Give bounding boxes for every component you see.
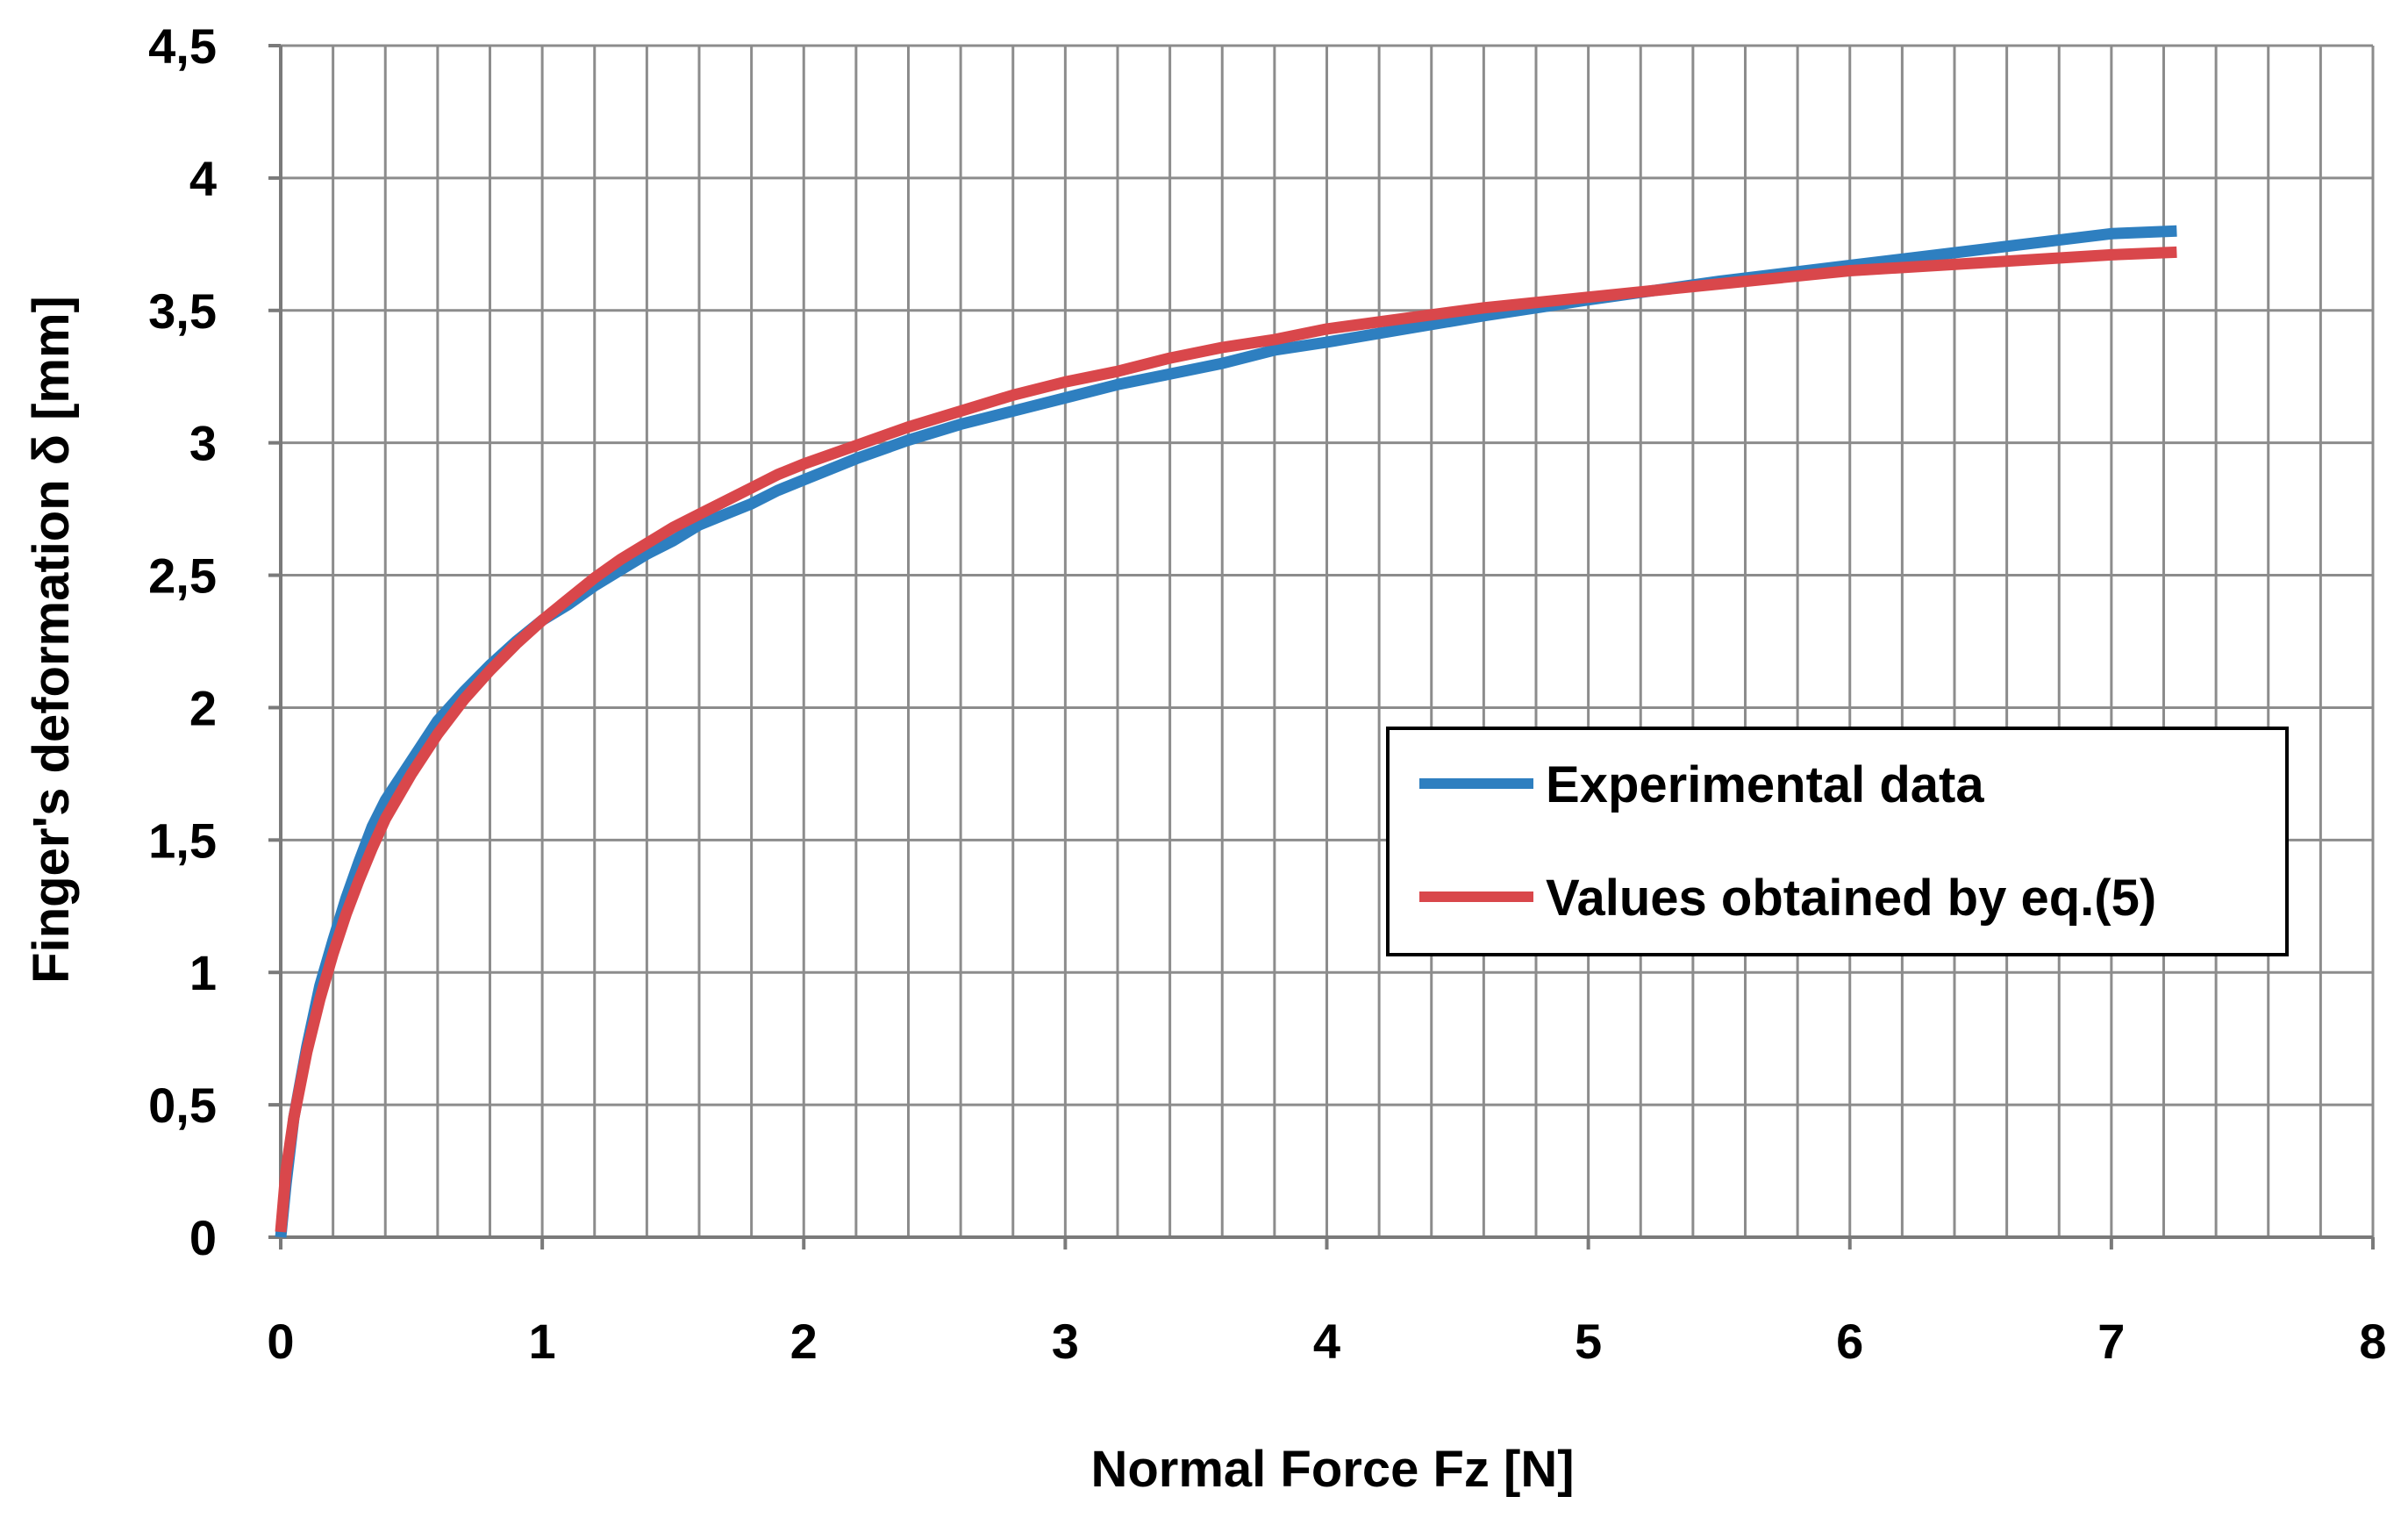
y-axis-title: Finger's deformation δ [mm] bbox=[23, 296, 80, 984]
y-tick-label: 4 bbox=[189, 151, 217, 206]
x-tick-labels: 0 1 2 3 4 5 6 7 8 bbox=[267, 1237, 2387, 1369]
y-tick-label: 1,5 bbox=[148, 813, 217, 868]
x-axis-title: Normal Force Fz [N] bbox=[1090, 1441, 1574, 1498]
x-tick-label: 2 bbox=[790, 1314, 818, 1369]
series-line-model bbox=[275, 246, 2177, 1233]
y-tick-label: 0,5 bbox=[148, 1078, 217, 1133]
y-tick-label: 3,5 bbox=[148, 283, 217, 339]
y-tick-label: 4,5 bbox=[148, 18, 217, 74]
legend-box bbox=[1386, 727, 2289, 956]
x-tick-label: 0 bbox=[267, 1314, 294, 1369]
legend-label-experimental: Experimental data bbox=[1546, 756, 1984, 813]
y-tick-label: 3 bbox=[189, 416, 217, 471]
y-tick-label: 2,5 bbox=[148, 548, 217, 604]
x-tick-label: 6 bbox=[1836, 1314, 1863, 1369]
y-tick-labels: 0 0,5 1 1,5 2 2,5 3 3,5 4 4,5 bbox=[148, 18, 281, 1265]
legend: Experimental data Values obtained by eq.… bbox=[1386, 727, 2289, 956]
y-tick-label: 1 bbox=[189, 945, 217, 1000]
x-tick-label: 1 bbox=[529, 1314, 556, 1369]
series bbox=[275, 225, 2177, 1238]
y-tick-label: 2 bbox=[189, 680, 217, 735]
x-tick-label: 4 bbox=[1313, 1314, 1340, 1369]
x-tick-label: 8 bbox=[2359, 1314, 2386, 1369]
x-tick-label: 3 bbox=[1052, 1314, 1079, 1369]
grid bbox=[279, 44, 2375, 1239]
legend-label-model: Values obtained by eq.(5) bbox=[1546, 870, 2156, 927]
x-tick-label: 5 bbox=[1575, 1314, 1602, 1369]
y-tick-label: 0 bbox=[189, 1210, 217, 1265]
series-line-experimental bbox=[275, 225, 2177, 1238]
x-tick-label: 7 bbox=[2097, 1314, 2125, 1369]
